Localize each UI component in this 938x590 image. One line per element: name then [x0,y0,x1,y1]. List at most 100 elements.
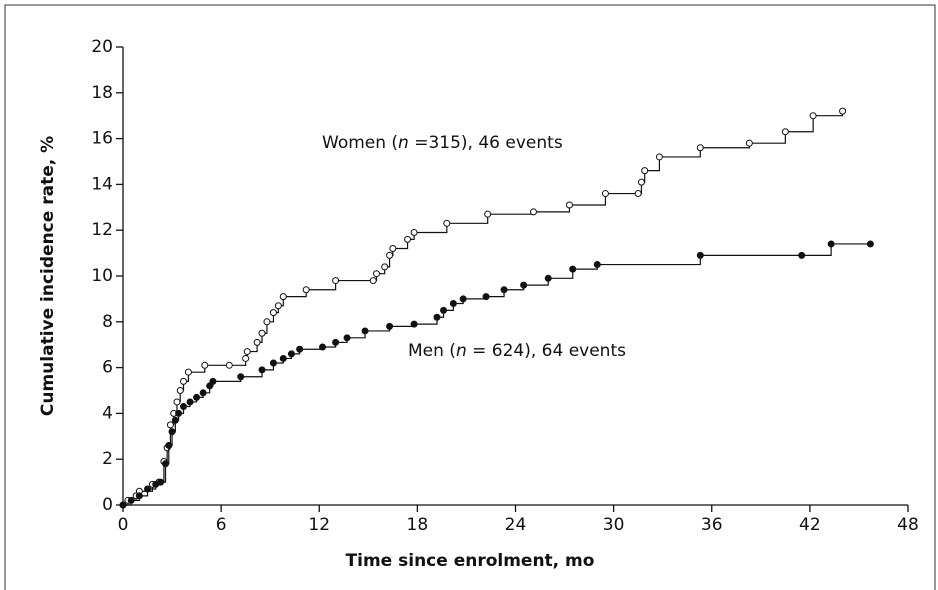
event-marker [369,277,377,285]
y-tick-label: 8 [102,312,113,332]
annotation-part: Women ( [322,133,398,153]
y-tick-label: 16 [91,129,113,149]
event-marker [243,348,251,356]
x-tick-label: 12 [308,515,330,535]
step-line [749,131,786,144]
step-line [548,269,574,279]
step-line [523,278,549,286]
event-marker [162,460,170,468]
y-tick-label: 2 [102,449,113,469]
annotation-part: =315), 46 events [409,133,563,153]
event-marker [199,389,207,397]
event-marker [544,274,552,282]
series-annotation: Men (n = 624), 64 events [408,341,626,361]
event-marker [696,144,704,152]
annotation-part: n [456,341,467,361]
event-marker [166,421,174,429]
event-marker [372,270,380,278]
x-tick-label: 0 [118,515,129,535]
event-marker [529,208,537,216]
step-line [414,223,448,234]
event-marker [482,293,490,301]
event-marker [176,387,184,394]
x-tick-label: 30 [603,515,625,535]
event-marker [449,299,457,307]
x-tick-label: 48 [897,515,919,535]
event-marker [404,235,412,243]
event-marker [696,251,704,259]
x-axis-title: Time since enrolment, mo [346,551,595,571]
event-marker [798,251,806,259]
event-marker [655,153,663,161]
y-tick-label: 18 [91,83,113,103]
event-marker [433,313,441,321]
event-marker [637,178,645,186]
y-tick-label: 6 [102,358,113,378]
event-marker [274,302,282,310]
step-line [365,326,391,332]
event-marker [165,441,173,449]
event-marker [343,334,351,342]
event-marker [242,354,250,362]
x-tick-label: 24 [505,515,527,535]
event-marker [601,190,609,198]
event-marker [593,261,601,269]
event-marker [386,251,394,259]
event-marker [171,416,179,424]
step-line [446,214,489,224]
event-marker [332,338,340,346]
event-marker [361,327,369,335]
y-tick-label: 0 [102,495,113,515]
event-marker [263,318,271,326]
event-marker [866,240,874,248]
event-marker [119,501,127,509]
step-line [813,111,844,117]
step-line [487,211,535,215]
x-tick-label: 6 [216,515,227,535]
x-tick-label: 42 [799,515,821,535]
y-tick-label: 4 [102,403,113,423]
x-tick-label: 36 [701,515,723,535]
y-axis-title: Cumulative incidence rate, % [38,136,58,416]
event-marker [269,309,277,317]
annotation-part: n [398,133,409,153]
event-marker [287,350,295,358]
y-tick-label: 12 [91,220,113,240]
event-marker [319,343,327,351]
event-marker [258,329,266,337]
event-marker [332,277,340,285]
event-marker [381,263,389,271]
event-marker [410,320,418,328]
event-marker [186,398,194,406]
step-line [306,280,337,291]
event-marker [258,366,266,374]
event-marker [565,201,573,209]
event-marker [781,128,789,136]
event-marker [168,428,176,436]
step-line [569,193,607,206]
event-marker [745,139,753,147]
step-line [414,317,438,325]
event-marker [269,359,277,367]
event-marker [641,167,649,175]
event-marker [157,478,165,486]
event-marker [827,240,835,248]
event-marker [389,245,397,253]
step-line [785,115,814,133]
event-marker [184,368,192,376]
step-line [572,264,598,270]
event-marker [206,382,214,390]
event-marker [839,107,847,115]
event-marker [569,265,577,273]
event-marker [209,377,217,385]
event-marker [279,293,287,301]
y-tick-label: 20 [91,37,113,57]
event-marker [296,345,304,353]
step-line [212,376,242,382]
event-marker [520,281,528,289]
event-marker [440,306,448,314]
step-line [597,255,701,266]
event-marker [175,409,183,417]
event-marker [180,377,188,385]
